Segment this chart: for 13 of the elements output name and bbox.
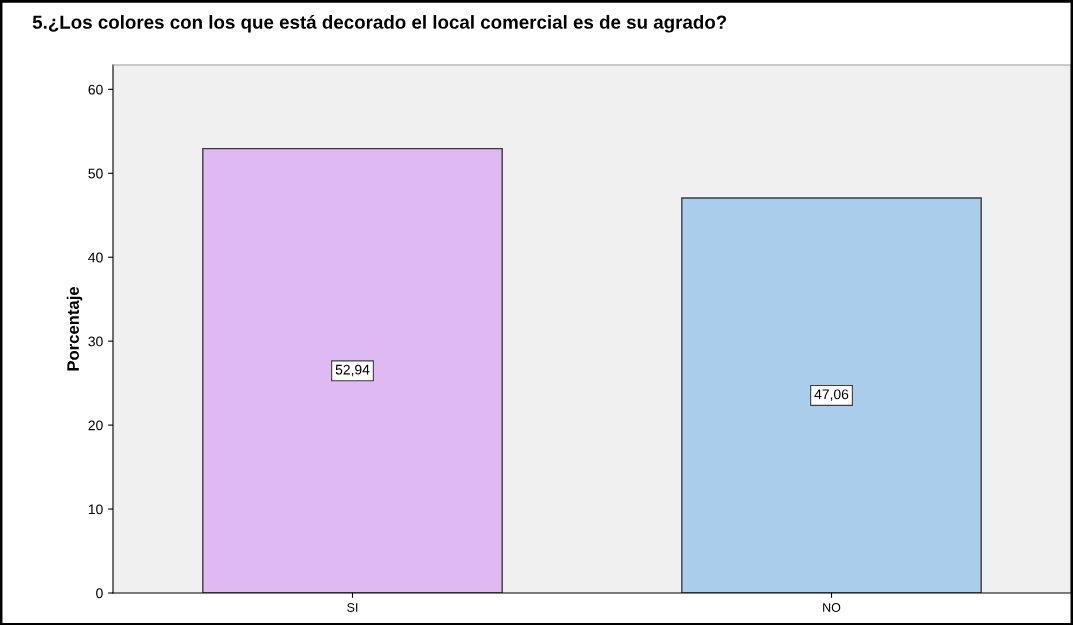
y-tick-label: 20 <box>88 420 103 431</box>
y-tick-label: 40 <box>88 252 103 263</box>
y-axis-title: Porcentaje <box>66 286 83 371</box>
data-label: 47,06 <box>814 389 849 401</box>
data-label: 52,94 <box>335 364 370 377</box>
y-tick-label: 30 <box>88 336 103 347</box>
x-tick-label: NO <box>823 603 841 612</box>
x-tick-label: SI <box>347 603 358 612</box>
y-tick-label: 0 <box>96 588 103 599</box>
y-tick-label: 60 <box>88 84 103 95</box>
y-tick-label: 50 <box>88 168 103 179</box>
y-tick-label: 10 <box>88 504 103 515</box>
chart-title: 5.¿Los colores con los que está decorado el local comercial es de su agrado? <box>32 14 727 33</box>
